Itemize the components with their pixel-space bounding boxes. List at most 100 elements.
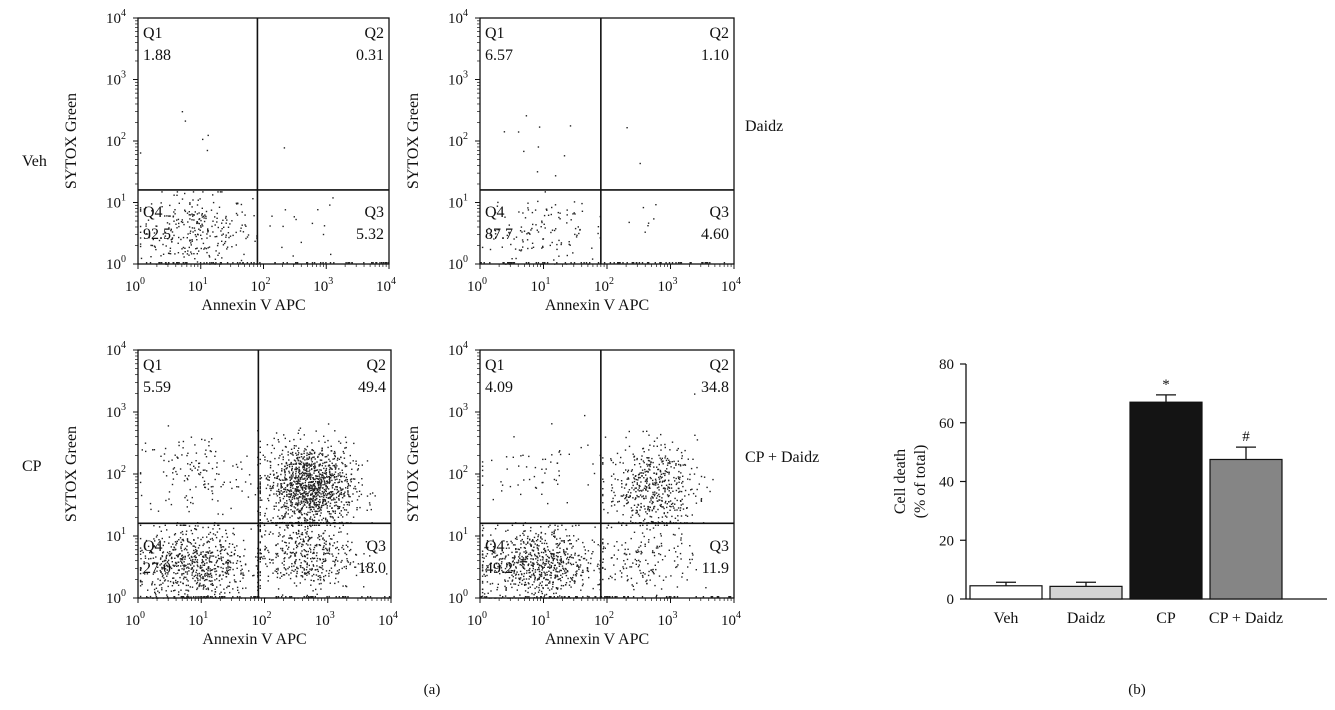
event-dot — [663, 507, 665, 510]
event-dot — [336, 486, 338, 488]
event-dot — [211, 555, 213, 557]
event-dot — [283, 482, 285, 484]
event-dot — [630, 507, 633, 509]
event-dot — [526, 233, 528, 235]
event-dot — [304, 469, 306, 471]
event-dot — [215, 250, 217, 252]
event-dot — [659, 480, 661, 483]
event-dot — [221, 234, 223, 236]
event-dot — [517, 484, 519, 486]
event-dot — [240, 597, 242, 599]
event-dot — [160, 530, 162, 532]
event-dot — [642, 430, 644, 433]
event-dot — [621, 524, 623, 526]
event-dot — [604, 436, 607, 438]
event-dot — [670, 483, 673, 486]
event-dot — [322, 477, 324, 479]
event-dot — [513, 262, 516, 264]
event-dot — [274, 457, 276, 460]
event-dot — [324, 477, 326, 479]
event-dot — [668, 471, 670, 473]
event-dot — [202, 536, 204, 539]
event-dot — [183, 223, 185, 226]
event-dot — [677, 515, 679, 517]
event-dot — [295, 490, 298, 492]
event-dot — [517, 584, 520, 586]
event-dot — [288, 463, 291, 466]
event-dot — [197, 199, 199, 201]
event-dot — [649, 579, 651, 581]
event-dot — [187, 551, 189, 554]
event-dot — [186, 477, 188, 480]
tick-exponent: 3 — [121, 402, 126, 413]
event-dot — [530, 561, 532, 563]
event-dot — [322, 233, 325, 236]
event-dot — [549, 564, 551, 566]
event-dot — [315, 487, 318, 490]
event-dot — [192, 577, 194, 580]
y-axis-label: SYTOX Green — [63, 426, 80, 522]
event-dot — [310, 498, 312, 501]
event-dot — [223, 563, 225, 565]
event-dot — [316, 469, 319, 471]
event-dot — [679, 552, 682, 555]
event-dot — [146, 233, 148, 235]
event-dot — [196, 253, 198, 255]
event-dot — [522, 532, 524, 535]
event-dot — [518, 554, 521, 556]
event-dot — [267, 575, 270, 577]
event-dot — [206, 541, 208, 544]
tick-exponent: 4 — [391, 276, 396, 287]
event-dot — [230, 507, 232, 510]
event-dot — [656, 545, 658, 547]
event-dot — [290, 493, 293, 495]
event-dot — [621, 544, 623, 546]
event-dot — [514, 537, 517, 540]
event-dot — [294, 503, 297, 506]
event-dot — [564, 567, 567, 570]
event-dot — [297, 597, 299, 599]
event-dot — [323, 545, 325, 547]
event-dot — [282, 517, 284, 519]
event-dot — [513, 569, 516, 572]
event-dot — [205, 456, 208, 458]
event-dot — [259, 485, 261, 487]
event-dot — [196, 581, 199, 584]
event-dot — [215, 556, 217, 558]
event-dot — [303, 596, 305, 598]
event-dot — [311, 518, 313, 521]
event-dot — [312, 564, 314, 566]
event-dot — [327, 552, 330, 554]
event-dot — [195, 596, 197, 598]
event-dot — [283, 564, 285, 566]
event-dot — [322, 537, 324, 539]
event-dot — [300, 472, 303, 474]
event-dot — [219, 191, 222, 193]
event-dot — [168, 252, 170, 255]
event-dot — [551, 454, 553, 456]
event-dot — [641, 490, 643, 492]
event-dot — [558, 451, 560, 453]
event-dot — [674, 517, 677, 519]
event-dot — [625, 483, 628, 485]
event-dot — [291, 463, 293, 465]
event-dot — [188, 567, 190, 569]
event-dot — [337, 560, 339, 562]
event-dot — [667, 462, 669, 464]
event-dot — [625, 502, 628, 505]
event-dot — [577, 538, 580, 540]
event-dot — [319, 477, 321, 479]
event-dot — [277, 567, 279, 570]
event-dot — [188, 475, 190, 477]
event-dot — [277, 535, 280, 537]
event-dot — [195, 248, 197, 250]
event-dot — [346, 503, 349, 506]
event-dot — [525, 552, 527, 554]
event-dot — [307, 571, 310, 574]
event-dot — [187, 221, 189, 223]
event-dot — [328, 569, 331, 572]
event-dot — [654, 564, 656, 566]
event-dot — [345, 585, 347, 587]
event-dot — [155, 248, 157, 251]
tick-exponent: 3 — [328, 276, 333, 287]
